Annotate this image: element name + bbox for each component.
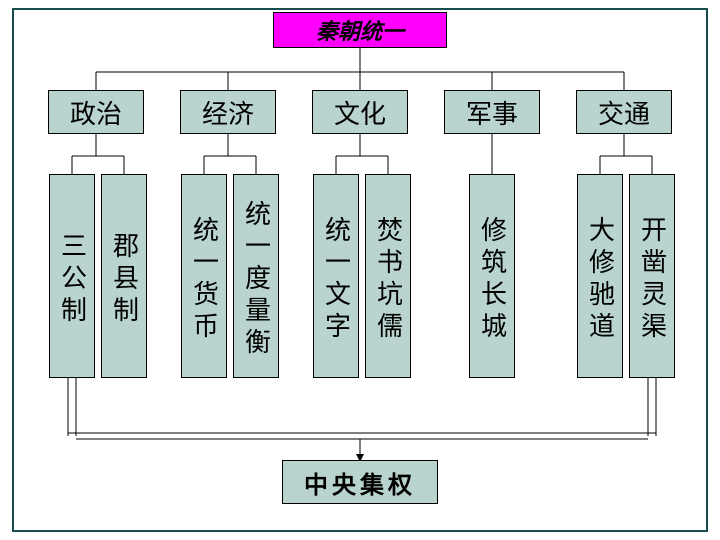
leaf-node: 焚书坑儒 [365, 174, 411, 378]
leaf-node: 统一货币 [181, 174, 227, 378]
category-node: 文化 [312, 90, 408, 134]
leaf-node: 郡县制 [101, 174, 147, 378]
root-node: 秦朝统一 [273, 12, 447, 48]
leaf-node: 开凿灵渠 [629, 174, 675, 378]
leaf-node: 统一度量衡 [233, 174, 279, 378]
category-node: 交通 [576, 90, 672, 134]
leaf-node: 三公制 [49, 174, 95, 378]
leaf-node: 修筑长城 [469, 174, 515, 378]
category-node: 政治 [48, 90, 144, 134]
leaf-node: 统一文字 [313, 174, 359, 378]
bottom-node: 中央集权 [282, 460, 438, 504]
leaf-node: 大修驰道 [577, 174, 623, 378]
category-node: 经济 [180, 90, 276, 134]
category-node: 军事 [444, 90, 540, 134]
